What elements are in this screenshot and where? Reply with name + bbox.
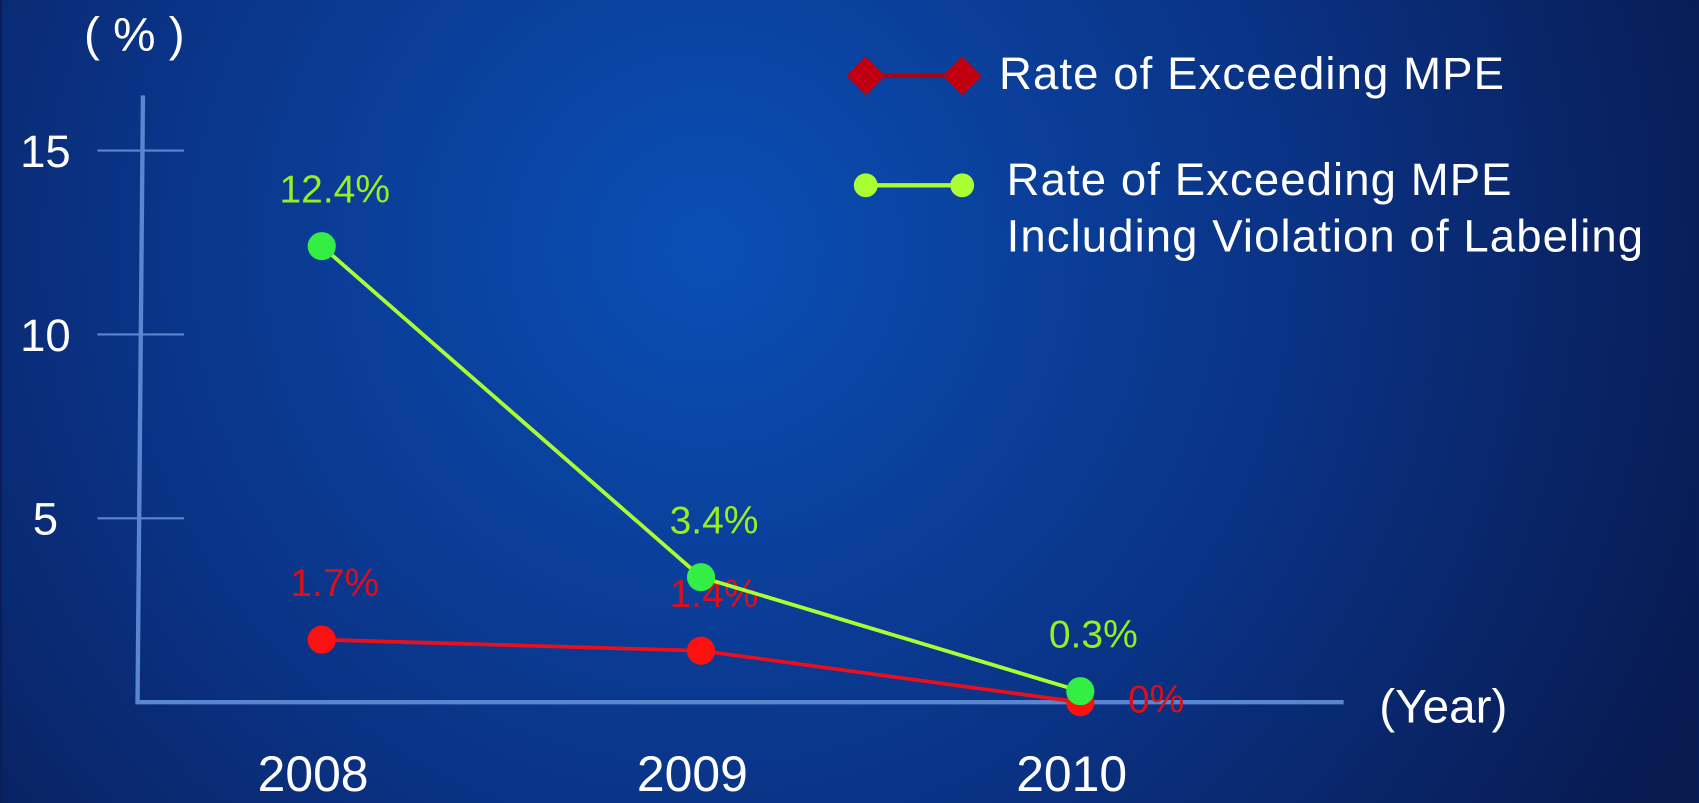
x-tick-label: 2008	[258, 746, 369, 802]
legend-label: Rate of Exceeding MPE	[999, 47, 1506, 99]
data-point	[686, 636, 716, 665]
data-label: 1.7%	[290, 562, 379, 605]
legend-marker	[853, 173, 878, 198]
y-axis-label: ( % )	[84, 9, 185, 62]
y-tick-label: 5	[33, 494, 58, 545]
data-point	[686, 563, 716, 592]
legend-entry: Rate of Exceeding MPE Including Violatio…	[1006, 153, 1645, 262]
x-tick-label: 2009	[637, 746, 748, 802]
data-point	[307, 625, 336, 654]
legend: Rate of Exceeding MPE Rate of Exceeding M…	[846, 47, 1645, 262]
data-label: 12.4%	[279, 168, 390, 211]
legend-marker	[950, 173, 975, 198]
x-axis-label: (Year)	[1379, 680, 1507, 733]
data-point	[1066, 677, 1095, 706]
legend-entry: Rate of Exceeding MPE	[999, 47, 1506, 99]
legend-marker	[942, 56, 982, 96]
y-axis	[135, 95, 146, 703]
legend-label: Rate of Exceeding MPE Including Violatio…	[1006, 153, 1645, 262]
x-tick-label: 2010	[1016, 746, 1127, 802]
y-tick-label: 10	[20, 310, 71, 361]
data-label: 0.3%	[1049, 613, 1138, 656]
legend-marker	[846, 56, 886, 96]
data-label: 3.4%	[670, 499, 759, 542]
data-point	[307, 232, 336, 261]
y-tick-label: 15	[20, 126, 71, 177]
data-label: 0%	[1128, 679, 1184, 722]
